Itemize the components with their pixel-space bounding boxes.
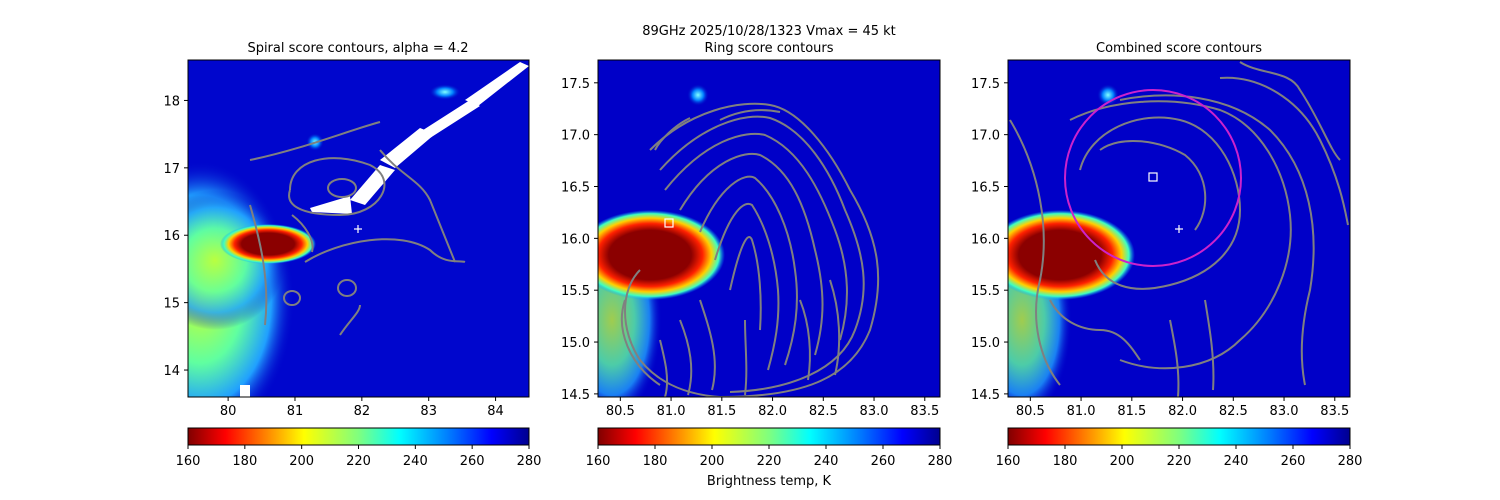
x-tick-label: 83.5 (1320, 404, 1349, 419)
y-tick-label: 16.5 (971, 181, 1000, 196)
y-tick-label: 16.5 (561, 181, 590, 196)
x-tick-label: 84 (487, 404, 504, 419)
panel-combined-title: Combined score contours (1096, 41, 1262, 56)
y-tick-label: 14.5 (971, 388, 1000, 403)
y-tick-label: 17.5 (971, 77, 1000, 92)
colorbar-tick-label: 200 (700, 454, 725, 469)
colorbar-1: 160 180 200 220 240 260 280 (176, 427, 542, 469)
spiral-heatmap (188, 60, 529, 397)
colorbar-label: Brightness temp, K (707, 474, 832, 489)
x-tick-label: 81.5 (707, 404, 736, 419)
panel-combined: Combined score contours (971, 41, 1351, 419)
colorbar-tick-label: 160 (176, 454, 201, 469)
x-tick-label: 82.5 (1219, 404, 1248, 419)
x-tick-label: 82 (354, 404, 371, 419)
y-tick-label: 17.5 (561, 77, 590, 92)
x-tick-label: 80.5 (1016, 404, 1045, 419)
y-tick-label: 15.5 (971, 284, 1000, 299)
x-tick-label: 81.5 (1117, 404, 1146, 419)
colorbar-tick-label: 240 (814, 454, 839, 469)
figure-title: 89GHz 2025/10/28/1323 Vmax = 45 kt (642, 24, 896, 39)
combined-center-square (1148, 172, 1158, 182)
panel-spiral: Spiral score contours, alpha = 4.2 (163, 41, 530, 419)
colorbar-tick-label: 260 (460, 454, 485, 469)
x-tick-label: 81.0 (657, 404, 686, 419)
colorbar-tick-label: 180 (232, 454, 257, 469)
y-tick-label: 15.5 (561, 284, 590, 299)
colorbar-tick-label: 260 (1281, 454, 1306, 469)
spiral-center-plus (354, 225, 362, 233)
colorbar-tick-label: 280 (928, 454, 953, 469)
colorbar-tick-label: 240 (403, 454, 428, 469)
colorbar-2: 160 180 200 220 240 260 280 (586, 427, 953, 469)
colorbar-tick-label: 280 (1338, 454, 1363, 469)
y-tick-label: 16.0 (971, 232, 1000, 247)
colorbar-tick-label: 260 (871, 454, 896, 469)
y-tick-label: 16 (163, 229, 180, 244)
ring-heatmap (598, 60, 940, 397)
x-tick-label: 80 (220, 404, 237, 419)
colorbar-tick-label: 200 (289, 454, 314, 469)
colorbar-3: 160 180 200 220 240 260 280 (996, 427, 1363, 469)
x-tick-label: 83 (420, 404, 437, 419)
x-tick-label: 81 (287, 404, 304, 419)
y-tick-label: 17.0 (561, 129, 590, 144)
colorbar-tick-label: 160 (586, 454, 611, 469)
x-tick-label: 82.5 (809, 404, 838, 419)
x-tick-label: 83.5 (910, 404, 939, 419)
colorbar-tick-label: 220 (346, 454, 371, 469)
x-tick-label: 82.0 (1168, 404, 1197, 419)
y-tick-label: 15.0 (971, 336, 1000, 351)
y-tick-label: 17 (163, 162, 180, 177)
panel-spiral-title: Spiral score contours, alpha = 4.2 (247, 41, 468, 56)
x-tick-label: 81.0 (1067, 404, 1096, 419)
combined-heatmap (1008, 60, 1350, 397)
colorbar-tick-label: 280 (517, 454, 542, 469)
y-tick-label: 14.5 (561, 388, 590, 403)
combined-ring-circle (1064, 89, 1242, 267)
colorbar-tick-label: 220 (757, 454, 782, 469)
y-tick-label: 17.0 (971, 129, 1000, 144)
x-tick-label: 83.0 (1270, 404, 1299, 419)
panel-ring: Ring score contours (561, 41, 941, 419)
y-tick-label: 16.0 (561, 232, 590, 247)
colorbar-tick-label: 240 (1224, 454, 1249, 469)
y-tick-label: 15.0 (561, 336, 590, 351)
y-tick-label: 15 (163, 297, 180, 312)
colorbar-tick-label: 220 (1167, 454, 1192, 469)
panel-ring-title: Ring score contours (704, 41, 833, 56)
combined-center-plus (1175, 225, 1183, 233)
y-tick-label: 14 (163, 364, 180, 379)
colorbar-tick-label: 200 (1110, 454, 1135, 469)
y-tick-label: 18 (163, 94, 180, 109)
x-tick-label: 80.5 (606, 404, 635, 419)
colorbar-tick-label: 180 (643, 454, 668, 469)
x-tick-label: 83.0 (860, 404, 889, 419)
colorbar-tick-label: 180 (1053, 454, 1078, 469)
x-tick-label: 82.0 (758, 404, 787, 419)
ring-center-square (664, 218, 674, 228)
colorbar-tick-label: 160 (996, 454, 1021, 469)
